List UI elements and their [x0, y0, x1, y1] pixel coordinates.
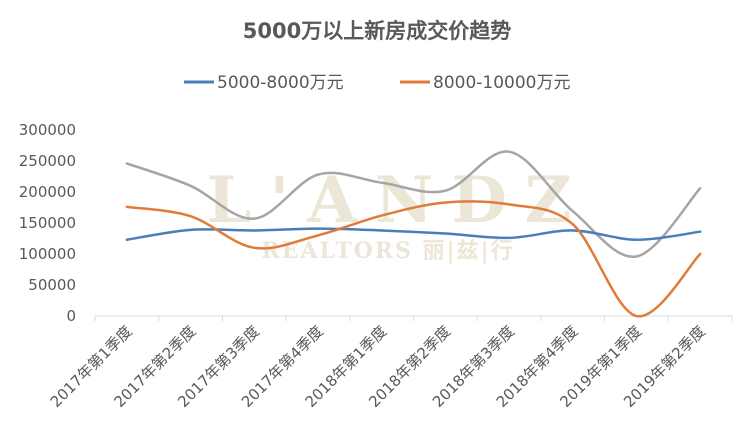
watermark-tagline: REALTORS 丽|兹|行 — [261, 238, 514, 264]
y-tick-label: 300000 — [19, 121, 76, 139]
series-line-1 — [125, 227, 702, 241]
chart-title: 5000万以上新房成交价趋势 — [243, 19, 511, 43]
legend-label-series-1: 5000-8000万元 — [217, 73, 344, 93]
y-tick-label: 100000 — [19, 245, 76, 263]
series-line-2 — [125, 200, 702, 318]
series-lines — [125, 150, 702, 318]
y-tick-label: 150000 — [19, 214, 76, 232]
y-tick-label: 200000 — [19, 183, 76, 201]
y-tick-label: 250000 — [19, 152, 76, 170]
y-tick-label: 0 — [66, 307, 76, 325]
legend: 5000-8000万元 8000-10000万元 — [184, 73, 570, 93]
series-line-3 — [125, 150, 702, 258]
watermark-brand: L'ANDZ — [207, 163, 590, 238]
watermark: L'ANDZ REALTORS 丽|兹|行 — [207, 163, 590, 264]
y-tick-label: 50000 — [28, 276, 76, 294]
legend-label-series-2: 8000-10000万元 — [433, 73, 570, 93]
